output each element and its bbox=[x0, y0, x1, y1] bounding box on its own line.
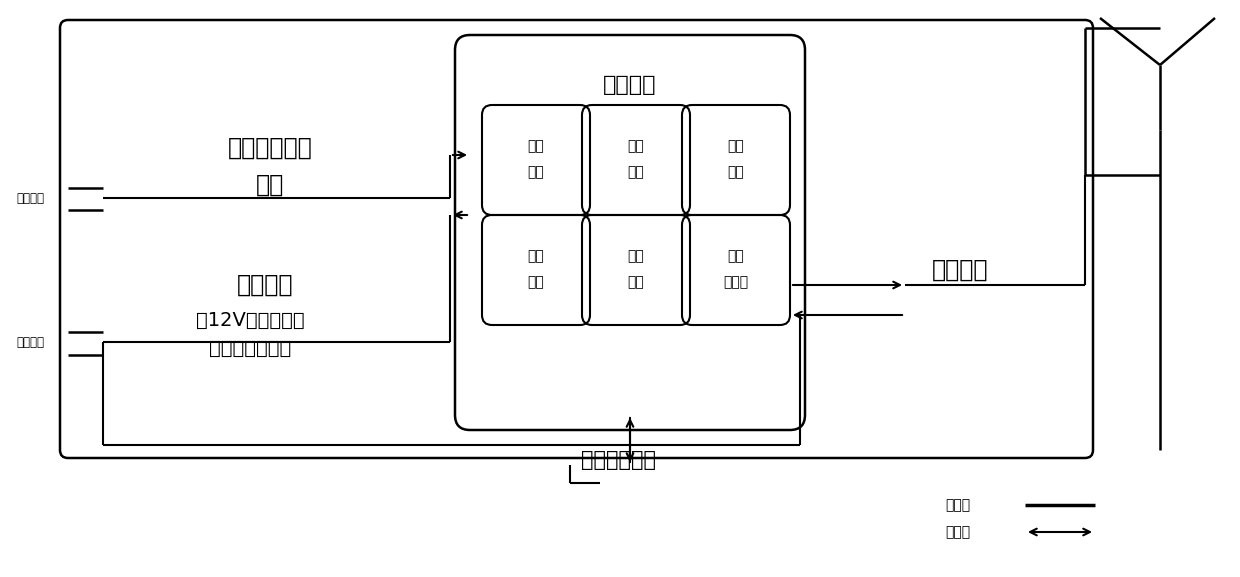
Text: 主控单元: 主控单元 bbox=[603, 75, 657, 95]
Text: 转发: 转发 bbox=[627, 249, 645, 263]
Text: 后备超级电容）: 后备超级电容） bbox=[208, 339, 291, 358]
Text: 安全芯片模块: 安全芯片模块 bbox=[580, 450, 656, 470]
Text: 模块: 模块 bbox=[528, 165, 544, 179]
Text: 数据接口: 数据接口 bbox=[16, 192, 43, 204]
Text: 电源模块: 电源模块 bbox=[237, 273, 293, 297]
Text: 通信模块: 通信模块 bbox=[931, 258, 988, 282]
Text: 模块: 模块 bbox=[528, 275, 544, 289]
Text: 电源接口: 电源接口 bbox=[16, 335, 43, 349]
Text: 业务采集接口: 业务采集接口 bbox=[228, 136, 312, 160]
Text: 模块: 模块 bbox=[627, 165, 645, 179]
Text: 模块: 模块 bbox=[728, 165, 744, 179]
Text: 电源线: 电源线 bbox=[945, 498, 970, 512]
Text: 数据线: 数据线 bbox=[945, 525, 970, 539]
Text: 模块: 模块 bbox=[627, 275, 645, 289]
Text: 计算: 计算 bbox=[627, 139, 645, 153]
Text: （12V稳压电源和: （12V稳压电源和 bbox=[196, 310, 304, 329]
Text: 电路: 电路 bbox=[255, 173, 284, 197]
Text: 路由: 路由 bbox=[728, 249, 744, 263]
Text: 池模块: 池模块 bbox=[723, 275, 749, 289]
Text: 存储: 存储 bbox=[528, 139, 544, 153]
Text: 组网: 组网 bbox=[528, 249, 544, 263]
Text: 接口: 接口 bbox=[728, 139, 744, 153]
